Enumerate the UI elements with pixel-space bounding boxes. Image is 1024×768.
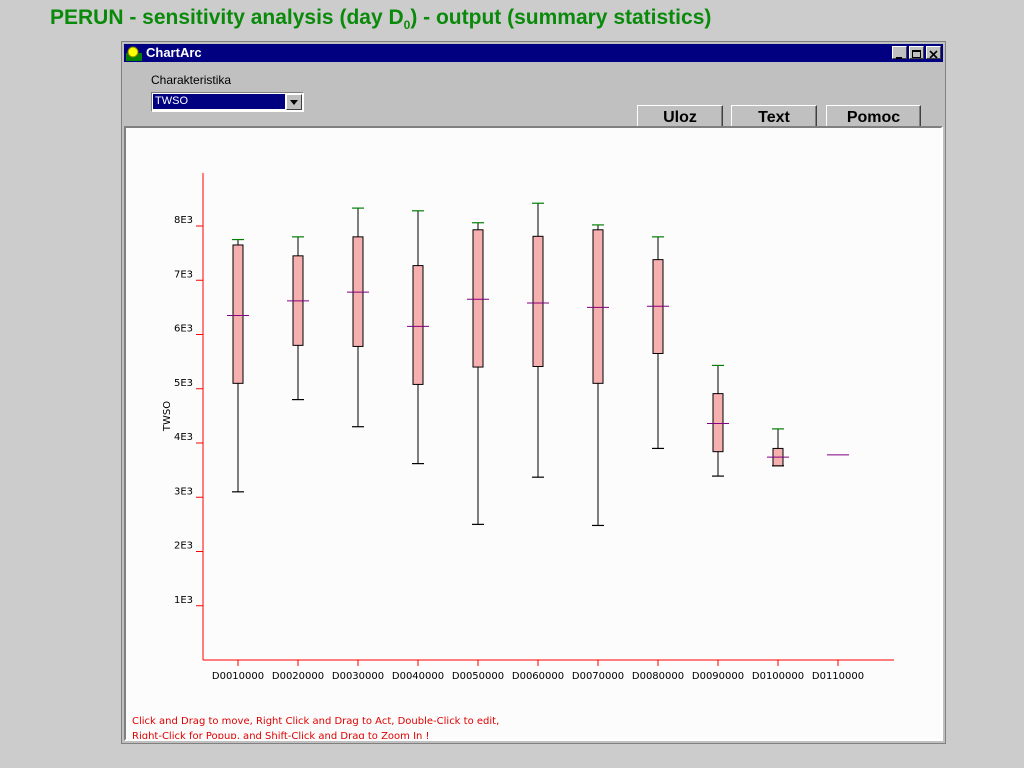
- maximize-button[interactable]: [909, 46, 924, 59]
- x-category-label: D0030000: [332, 671, 384, 682]
- slide-title-suffix: ) - output (summary statistics): [410, 6, 712, 29]
- box-iqr: [352, 236, 364, 347]
- y-tick-label: 1E3: [174, 595, 193, 606]
- close-button[interactable]: [926, 46, 941, 59]
- characteristic-selected-value: TWSO: [153, 94, 285, 109]
- y-tick-label: 4E3: [174, 432, 193, 443]
- y-tick-label: 2E3: [174, 541, 193, 552]
- window-title: ChartArc: [146, 45, 202, 60]
- box-iqr: [532, 235, 544, 368]
- slide-title: PERUN - sensitivity analysis (day D0) - …: [50, 6, 711, 32]
- y-tick-label: 6E3: [174, 324, 193, 335]
- minimize-button[interactable]: [892, 46, 907, 59]
- y-tick-label: 7E3: [174, 269, 193, 280]
- x-category-label: D0070000: [572, 671, 624, 682]
- box-plot-chart[interactable]: 1E3 2E3 3E3 4E3 5E3 6E3 7E3 8E3 TWSO D0010000 D002…: [126, 128, 941, 739]
- hint-line-2: Right-Click for Popup, and Shift-Click a…: [132, 731, 430, 741]
- x-category-label: D0110000: [812, 671, 864, 682]
- chartarc-window: ChartArc Charakteristika TWSO Uloz Text …: [121, 41, 946, 744]
- y-tick-label: 5E3: [174, 378, 193, 389]
- box-iqr: [412, 265, 424, 385]
- y-tick-label: 8E3: [174, 215, 193, 226]
- app-icon: [126, 46, 142, 61]
- maximize-icon: [912, 50, 921, 58]
- x-category-label: D0040000: [392, 671, 444, 682]
- x-category-label: D0020000: [272, 671, 324, 682]
- slide-title-subscript: 0: [403, 18, 411, 33]
- box-iqr: [472, 229, 484, 368]
- toolbar: Charakteristika TWSO Uloz Text Pomoc: [124, 64, 943, 131]
- chevron-down-icon: [290, 100, 298, 105]
- box-iqr: [592, 229, 604, 384]
- y-axis-label: TWSO: [162, 401, 173, 432]
- box-iqr: [232, 244, 244, 384]
- x-category-label: D0100000: [752, 671, 804, 682]
- characteristic-label: Charakteristika: [151, 73, 232, 87]
- hint-line-1: Click and Drag to move, Right Click and …: [132, 716, 500, 727]
- chart-panel[interactable]: 1E3 2E3 3E3 4E3 5E3 6E3 7E3 8E3 TWSO D0010000 D002…: [124, 126, 943, 741]
- characteristic-select[interactable]: TWSO: [151, 92, 304, 112]
- dropdown-button[interactable]: [286, 94, 302, 110]
- x-category-label: D0080000: [632, 671, 684, 682]
- minimize-icon: [896, 57, 902, 59]
- slide-title-main: PERUN - sensitivity analysis (day D: [50, 6, 404, 29]
- x-category-label: D0050000: [452, 671, 504, 682]
- x-category-label: D0010000: [212, 671, 264, 682]
- x-category-label: D0090000: [692, 671, 744, 682]
- x-category-label: D0060000: [512, 671, 564, 682]
- close-icon: [929, 50, 938, 59]
- window-titlebar[interactable]: ChartArc: [124, 44, 943, 62]
- box-iqr: [712, 393, 724, 453]
- y-tick-label: 3E3: [174, 486, 193, 497]
